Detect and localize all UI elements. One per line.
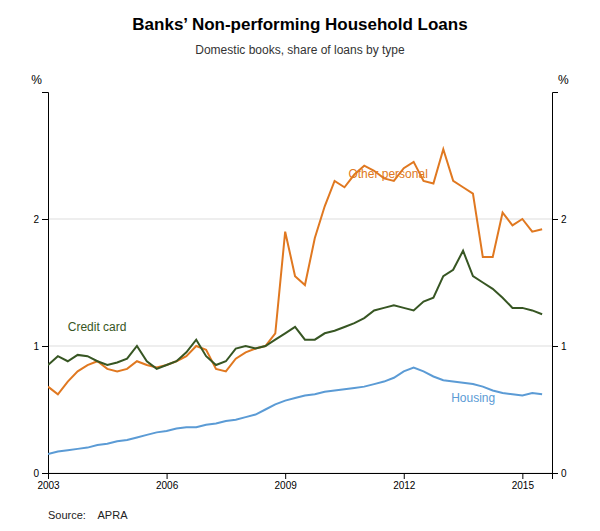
line [48,251,542,369]
tick-label: 2009 [275,480,298,491]
tick-mark [404,473,405,479]
axis-line [553,93,559,474]
tick: 2015 [512,473,535,491]
tick-mark [285,473,286,479]
title: Banks’ Non-performing Household Loans [132,15,467,34]
tick: 2003 [37,473,60,491]
y2-axis-label: % [558,73,569,87]
source: Source: APRA [48,509,128,521]
tick-mark [42,219,48,220]
tick-label: 2 [33,214,39,225]
tick: 0 [33,468,48,479]
plot: 20032006200920122015012012%%Other person… [31,73,569,491]
tick: 2 [33,214,48,225]
tick-label: 2003 [37,480,60,491]
y-axis: 0 1 2 [33,93,48,479]
axis-line [42,93,49,474]
tick-label: 1 [33,341,39,352]
tick: 2 [552,214,567,225]
chart: Banks’ Non-performing Household Loans Dom… [0,0,600,531]
tick-label: 1 [561,341,567,352]
tick-label: 0 [561,468,567,479]
tick: 1 [552,341,567,352]
grid-line [48,346,552,347]
annotation: Credit card [68,320,127,334]
annotation: Other personal [348,167,427,181]
y-axis-label: % [31,73,42,87]
tick-mark [552,346,558,347]
line [48,368,542,454]
tick: 2006 [156,473,179,491]
subtitle: Domestic books, share of loans by type [195,43,405,57]
grid [48,219,552,473]
tick-mark [522,473,523,479]
tick-label: 2012 [393,480,416,491]
tick: 2012 [393,473,416,491]
y2-axis: 0 1 2 [552,93,567,479]
tick: 0 [552,468,567,479]
annotation: Housing [451,391,495,405]
tick-mark [552,219,558,220]
tick-label: 0 [33,468,39,479]
axis-line [49,474,553,480]
lines [48,149,542,454]
line [48,149,542,394]
tick-label: 2 [561,214,567,225]
tick-label: 2015 [512,480,535,491]
tick: 1 [33,341,48,352]
tick-mark [552,473,558,474]
tick: 2009 [275,473,298,491]
tick-mark [42,473,48,474]
tick-mark [167,473,168,479]
tick-mark [42,346,48,347]
x-axis: 2003 2006 2009 2012 2015 [37,473,552,491]
tick-label: 2006 [156,480,179,491]
